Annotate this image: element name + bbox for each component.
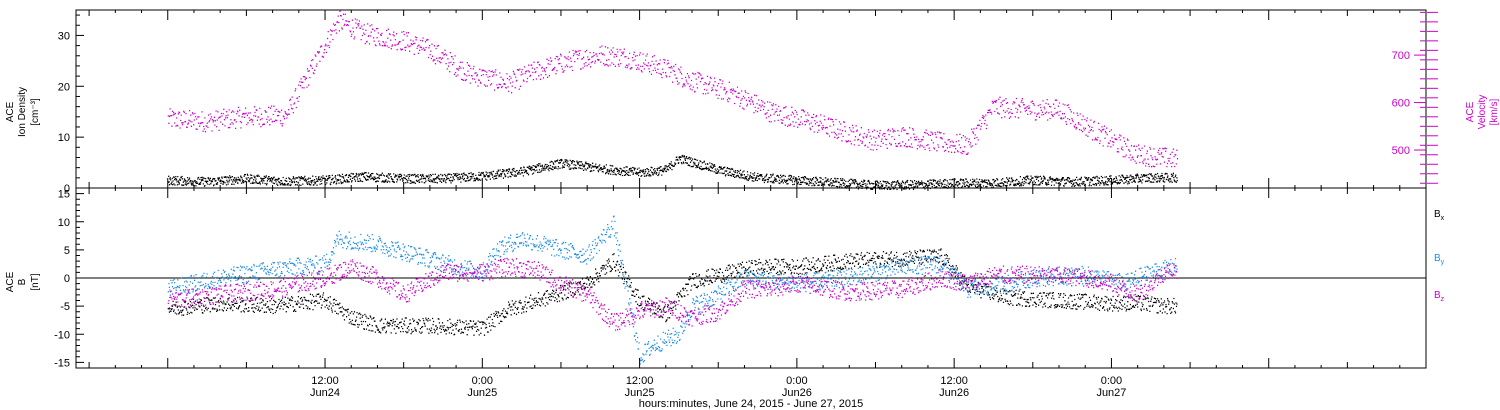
velocity-tick-label: 700 bbox=[1392, 50, 1410, 62]
time-tick-label: 12:00 bbox=[626, 375, 654, 387]
time-tick-label: 0:00 bbox=[1101, 375, 1122, 387]
b-tick-label: 5 bbox=[64, 245, 70, 257]
series-bz bbox=[167, 257, 1178, 331]
density-velocity-panel: 0 10 20 30 500 600 700 ACE Ion Density [cm⁻³]… bbox=[5, 9, 1500, 195]
series-ion-density bbox=[167, 154, 1178, 191]
date-tick-label: Jun26 bbox=[782, 387, 812, 399]
magnetic-field-panel: -15 -10 -5 0 5 10 15 Bx By Bz ACE B [nT] bbox=[5, 187, 1445, 369]
b-tick-label: -5 bbox=[60, 301, 70, 313]
series-points bbox=[167, 257, 1178, 331]
time-axis-ticks: 12:00Jun240:00Jun2512:00Jun250:00Jun2612… bbox=[88, 10, 1401, 399]
top-panel-data bbox=[167, 10, 1179, 191]
b-axis-label-line3: [nT] bbox=[30, 273, 41, 290]
series-points bbox=[167, 248, 1178, 336]
series-points bbox=[167, 215, 1178, 365]
b-axis-ticks: -15 -10 -5 0 5 10 15 bbox=[54, 187, 84, 369]
velocity-tick-label: 600 bbox=[1392, 98, 1410, 110]
b-tick-label: 0 bbox=[64, 273, 70, 285]
series-points bbox=[167, 154, 1178, 191]
density-tick-label: 0 bbox=[64, 183, 70, 195]
b-tick-label: 10 bbox=[58, 217, 70, 229]
date-tick-label: Jun25 bbox=[625, 387, 655, 399]
density-axis-label-line1: ACE bbox=[5, 101, 16, 122]
legend-bz: Bz bbox=[1434, 290, 1445, 303]
legend-bx: Bx bbox=[1434, 209, 1445, 222]
velocity-axis-ticks: 500 600 700 bbox=[1392, 11, 1438, 184]
field-component-legend: Bx By Bz bbox=[1434, 209, 1445, 303]
time-tick-label: 0:00 bbox=[472, 375, 493, 387]
series-bx bbox=[167, 248, 1178, 336]
b-axis-label-line1: ACE bbox=[5, 271, 16, 292]
date-tick-label: Jun25 bbox=[467, 387, 497, 399]
density-tick-label: 20 bbox=[58, 81, 70, 93]
date-tick-label: Jun24 bbox=[310, 387, 340, 399]
b-tick-label: -10 bbox=[54, 329, 70, 341]
series-velocity bbox=[167, 10, 1179, 168]
legend-by: By bbox=[1434, 253, 1445, 266]
bottom-panel-data bbox=[167, 215, 1178, 365]
b-tick-label: 15 bbox=[58, 189, 70, 201]
b-axis-label-line2: B bbox=[17, 278, 28, 285]
date-tick-label: Jun27 bbox=[1096, 387, 1126, 399]
velocity-axis-label-line1: ACE bbox=[1465, 101, 1476, 122]
density-tick-label: 10 bbox=[58, 132, 70, 144]
velocity-tick-label: 500 bbox=[1392, 145, 1410, 157]
density-axis-label-line3: [cm⁻³] bbox=[30, 98, 41, 126]
time-tick-label: 0:00 bbox=[786, 375, 807, 387]
velocity-axis-label-line2: Velocity bbox=[1477, 95, 1488, 129]
time-tick-label: 12:00 bbox=[940, 375, 968, 387]
series-points bbox=[167, 10, 1179, 168]
density-tick-label: 30 bbox=[58, 30, 70, 42]
series-by bbox=[167, 215, 1178, 365]
b-tick-label: -15 bbox=[54, 357, 70, 369]
time-tick-label: 12:00 bbox=[311, 375, 339, 387]
date-tick-label: Jun26 bbox=[939, 387, 969, 399]
density-axis-label-line2: Ion Density bbox=[17, 87, 28, 137]
velocity-axis-label-line3: [km/s] bbox=[1489, 98, 1500, 125]
time-axis-label: hours:minutes, June 24, 2015 - June 27, … bbox=[639, 398, 863, 410]
density-axis-ticks: 0 10 20 30 bbox=[58, 14, 84, 195]
